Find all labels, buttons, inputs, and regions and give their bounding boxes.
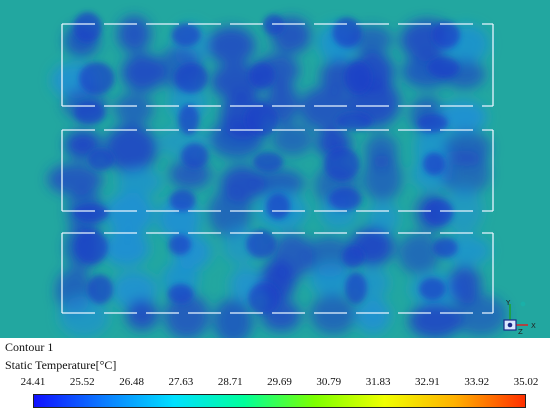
- cold-core: [73, 12, 102, 43]
- cold-core: [432, 237, 458, 258]
- cold-core: [74, 101, 105, 125]
- color-legend: 24.41 25.52 26.48 27.63 28.71 29.69 30.79 31.83…: [0, 373, 550, 417]
- legend-tick-label: 32.91: [415, 376, 440, 388]
- cold-core: [423, 152, 446, 176]
- contour-plot-viewport[interactable]: Y Z X: [0, 0, 550, 338]
- cold-core: [342, 246, 365, 268]
- cold-region: [440, 150, 491, 196]
- cold-region: [114, 92, 154, 126]
- cold-core: [246, 229, 277, 259]
- cold-region: [104, 125, 158, 173]
- legend-tick-label: 24.41: [20, 376, 46, 388]
- cold-region: [58, 296, 109, 338]
- cold-core: [178, 104, 200, 135]
- cold-core: [419, 277, 446, 301]
- legend-tick-label: 25.52: [69, 376, 95, 388]
- legend-tick-label: 30.79: [316, 376, 342, 388]
- cold-core: [168, 234, 192, 256]
- cold-core: [427, 57, 460, 78]
- cold-region: [448, 265, 482, 305]
- cold-core: [248, 282, 280, 315]
- cold-region: [117, 16, 151, 53]
- cold-region: [103, 229, 150, 267]
- cold-core: [332, 17, 362, 48]
- legend-tick-label: 27.63: [168, 376, 194, 388]
- cold-region: [252, 168, 305, 198]
- axis-x-label: X: [531, 322, 536, 330]
- temperature-contour-field: [0, 0, 550, 338]
- legend-tick-label: 31.83: [365, 376, 391, 388]
- cold-region: [439, 100, 487, 134]
- axis-triad[interactable]: Y Z X: [498, 298, 546, 336]
- cold-core: [432, 21, 460, 49]
- cold-core: [87, 274, 113, 304]
- cold-region: [362, 154, 402, 202]
- cold-core: [244, 103, 279, 137]
- cold-core: [167, 283, 194, 304]
- legend-tick-label: 26.48: [119, 376, 144, 388]
- legend-tick-label: 28.71: [217, 376, 243, 388]
- variable-label: Static Temperature[°C]: [5, 358, 117, 372]
- cold-core: [74, 230, 108, 264]
- cold-region: [125, 299, 159, 331]
- cold-region: [367, 201, 400, 235]
- cold-core: [169, 189, 196, 212]
- cold-core: [73, 203, 109, 222]
- cold-core: [181, 143, 209, 169]
- cold-region: [309, 263, 354, 298]
- cold-region: [207, 26, 256, 65]
- cold-region: [355, 297, 391, 334]
- cold-core: [87, 148, 115, 171]
- cold-core: [263, 14, 285, 36]
- cold-core: [345, 272, 367, 304]
- cold-core: [266, 193, 291, 220]
- cold-core: [324, 147, 360, 182]
- legend-tick-label: 33.92: [464, 376, 490, 388]
- cold-region: [310, 293, 357, 335]
- cold-core: [174, 63, 208, 93]
- axis-y-label: Y: [505, 299, 511, 307]
- cold-region: [398, 232, 441, 276]
- cold-core: [78, 62, 115, 95]
- cold-region: [213, 298, 253, 338]
- axis-triad-icon: Y Z X: [503, 299, 536, 336]
- cold-region: [208, 189, 252, 238]
- cold-core: [253, 151, 284, 173]
- cold-region: [164, 293, 210, 338]
- cold-region: [121, 53, 165, 92]
- cold-region: [408, 302, 462, 338]
- cold-region: [116, 167, 163, 197]
- cold-core: [249, 62, 275, 89]
- cold-core: [424, 199, 454, 226]
- cold-region: [105, 192, 155, 235]
- cold-core: [336, 112, 373, 131]
- cold-region: [271, 123, 314, 156]
- contour-title: Contour 1: [5, 340, 54, 354]
- cold-core: [171, 23, 201, 47]
- cold-core: [417, 114, 449, 133]
- legend-tick-label: 35.02: [513, 376, 539, 388]
- legend-tick-label: 29.69: [267, 376, 292, 388]
- cold-core: [344, 61, 372, 94]
- axis-z-label: Z: [518, 328, 523, 336]
- colorbar: [33, 394, 526, 408]
- cold-core: [329, 187, 362, 211]
